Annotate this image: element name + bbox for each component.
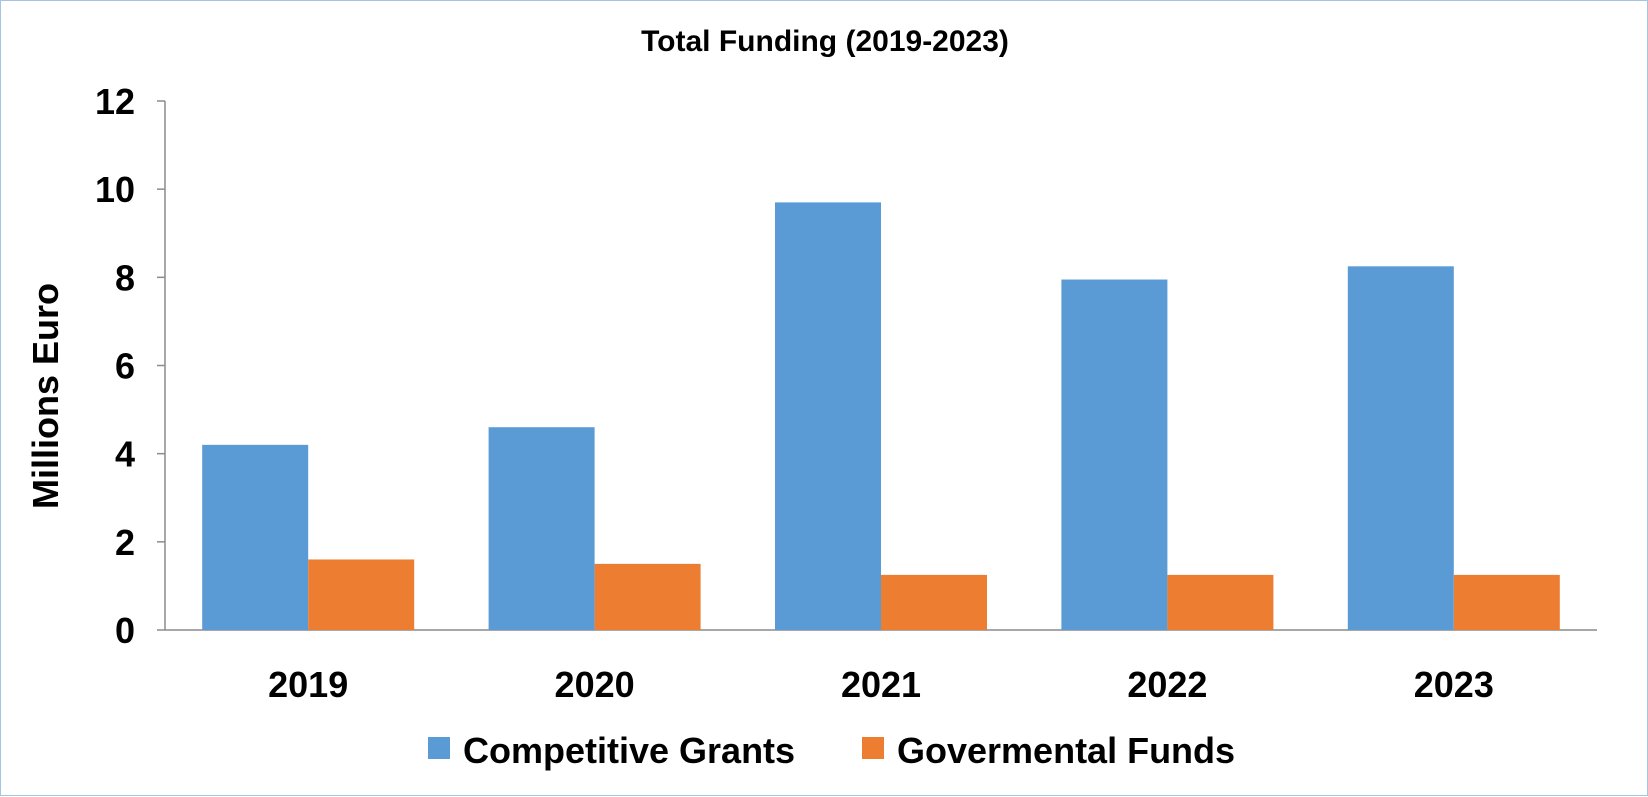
x-tick-labels: 2019 2020 2021 2022 2023 <box>268 664 1494 705</box>
y-tick-label: 12 <box>95 81 135 122</box>
x-tick-label: 2019 <box>268 664 348 705</box>
bar-govermental-funds-2021 <box>881 574 987 630</box>
legend-label: Competitive Grants <box>463 730 795 771</box>
legend-swatch-govermental-funds <box>862 737 884 759</box>
chart-title: Total Funding (2019-2023) <box>641 25 1009 58</box>
y-tick-label: 6 <box>115 346 135 387</box>
x-tick-label: 2023 <box>1414 664 1494 705</box>
bar-govermental-funds-2023 <box>1453 574 1560 630</box>
bars-group <box>202 202 1560 630</box>
bar-competitive-grants-2019 <box>202 444 309 630</box>
x-tick-label: 2020 <box>555 664 635 705</box>
bar-competitive-grants-2021 <box>775 202 881 630</box>
y-tick-label: 8 <box>115 257 135 298</box>
bar-competitive-grants-2020 <box>488 427 595 630</box>
x-tick-label: 2022 <box>1127 664 1207 705</box>
bar-govermental-funds-2022 <box>1167 574 1274 630</box>
y-tick-label: 0 <box>115 610 135 651</box>
y-tick-label: 10 <box>95 169 135 210</box>
bar-competitive-grants-2022 <box>1061 279 1168 630</box>
legend-swatch-competitive-grants <box>428 737 450 759</box>
legend-label: Govermental Funds <box>897 730 1235 771</box>
y-tick-labels: 0 2 4 6 8 10 12 <box>95 81 135 651</box>
y-tick-label: 4 <box>115 434 135 475</box>
x-tick-label: 2021 <box>841 664 921 705</box>
legend: Competitive Grants Govermental Funds <box>428 730 1235 771</box>
bar-govermental-funds-2019 <box>308 559 415 630</box>
y-axis-label: Millions Euro <box>25 283 66 509</box>
y-tick-label: 2 <box>115 522 135 563</box>
bar-govermental-funds-2020 <box>594 563 701 630</box>
bar-competitive-grants-2023 <box>1347 266 1454 630</box>
